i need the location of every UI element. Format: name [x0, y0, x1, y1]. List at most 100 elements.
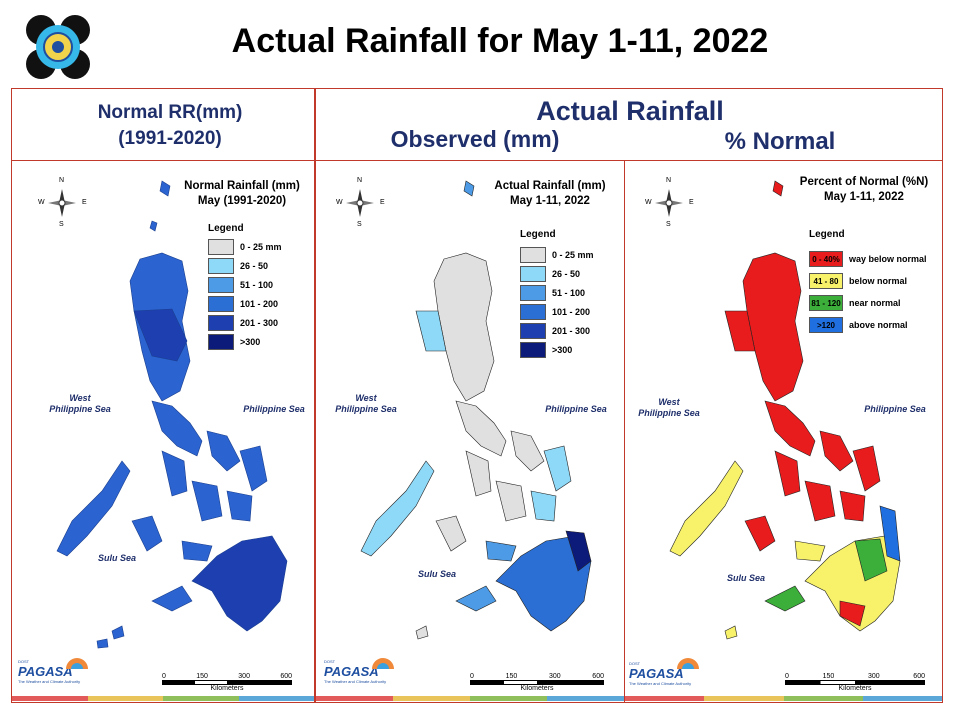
legend-swatch [520, 285, 546, 301]
compass-n: N [666, 177, 672, 184]
compass-e: E [380, 199, 385, 206]
legend-label: 101 - 200 [240, 299, 279, 309]
sea-west-line1: West [658, 397, 680, 407]
map-title-line2: May (1991-2020) [197, 195, 287, 207]
compass-icon [48, 189, 76, 217]
sea-west-line2: Philippine Sea [49, 404, 111, 414]
sea-label-philippine: Philippine Sea [545, 404, 607, 414]
legend-label: 0 - 25 mm [240, 242, 282, 252]
scale-unit: Kilometers [838, 685, 872, 692]
legend-label: near normal [849, 298, 901, 308]
legend-item: 26 - 50 [520, 266, 580, 282]
legend-title: Legend [208, 223, 244, 234]
map-title-line2: May 1-11, 2022 [824, 191, 904, 203]
legend-label: below normal [849, 276, 908, 286]
legend-item: 101 - 200 [208, 296, 278, 312]
sea-label-sulu: Sulu Sea [97, 553, 136, 563]
legend-label: >300 [240, 337, 261, 347]
legend-item: 51 - 100 [208, 277, 273, 293]
philippines-map-normal [56, 180, 288, 649]
header-normal-line1: Normal RR(mm) [97, 102, 243, 123]
scale-tick: 0 [162, 673, 166, 680]
legend-item: 41 - 80 below normal [809, 273, 907, 289]
legend-swatch [520, 266, 546, 282]
scale-bar: 0 150 300 600 Kilometers [470, 673, 604, 692]
sea-label-philippine: Philippine Sea [864, 404, 926, 414]
legend-swatch: 41 - 80 [809, 273, 843, 289]
page-title: Actual Rainfall for May 1-11, 2022 [231, 22, 769, 60]
sea-west-line2: Philippine Sea [638, 408, 700, 418]
legend-item: 101 - 200 [520, 304, 590, 320]
pagasa-brand: DOST PAGASA The Weather and Climate Auth… [629, 661, 691, 686]
brand-tagline: The Weather and Climate Authority [629, 681, 692, 686]
map-title-line1: Actual Rainfall (mm) [494, 180, 606, 192]
legend-swatch: >120 [809, 317, 843, 333]
philippines-map-actual [360, 180, 592, 640]
panel-percent: N S W E Percent of Normal (%N) May 1-11,… [625, 161, 942, 702]
legend-swatch [520, 247, 546, 263]
panel-actual: N S W E Actual Rainfall (mm) May 1-11, 2… [316, 161, 624, 702]
pagasa-logo [26, 15, 90, 79]
brand-tagline: The Weather and Climate Authority [324, 679, 387, 684]
scale-tick: 300 [238, 673, 250, 680]
legend-title: Legend [809, 229, 845, 240]
panel-frame-percent [624, 160, 943, 703]
color-stripe [12, 696, 314, 701]
color-stripe [316, 696, 624, 701]
legend-swatch [208, 334, 234, 350]
legend-swatch [520, 304, 546, 320]
sea-label-sulu: Sulu Sea [726, 573, 765, 583]
sea-label-west: West Philippine Sea [40, 393, 120, 415]
compass-e: E [82, 199, 87, 206]
header-normal: Normal RR(mm) (1991-2020) [20, 100, 320, 152]
map-title-actual: Actual Rainfall (mm) May 1-11, 2022 [480, 179, 620, 209]
legend-item: >300 [208, 334, 260, 350]
brand-dost: DOST [629, 661, 641, 666]
scale-bar: 0 150 300 600 Kilometers [162, 673, 292, 692]
header-observed: Observed (mm) [390, 126, 560, 152]
scale-tick: 150 [505, 673, 518, 680]
map-title-line2: May 1-11, 2022 [510, 195, 590, 207]
legend-item: >300 [520, 342, 572, 358]
header-actual: Actual Rainfall [536, 96, 724, 126]
brand-name: PAGASA [324, 664, 379, 679]
compass-e: E [689, 199, 694, 206]
scale-tick: 300 [867, 673, 880, 680]
legend-swatch [208, 296, 234, 312]
sea-label-philippine: Philippine Sea [243, 404, 305, 414]
compass-w: W [38, 199, 45, 206]
legend-item: 201 - 300 [208, 315, 278, 331]
legend-item: 0 - 40% way below normal [809, 251, 927, 267]
scale-unit: Kilometers [520, 685, 554, 692]
legend-label: 201 - 300 [240, 318, 279, 328]
legend-swatch [520, 323, 546, 339]
header-percent: % Normal [724, 128, 836, 155]
legend-label: 26 - 50 [552, 269, 581, 279]
payong-icon [66, 658, 88, 669]
legend-label: way below normal [849, 254, 927, 264]
sea-west-line1: West [69, 393, 91, 403]
legend-item: 0 - 25 mm [520, 247, 594, 263]
compass-s: S [666, 221, 671, 228]
scale-tick: 150 [822, 673, 835, 680]
legend-label: 51 - 100 [552, 288, 586, 298]
payong-icon [372, 658, 394, 669]
brand-dost: DOST [324, 659, 336, 664]
legend-label: >300 [552, 345, 573, 355]
payong-icon [677, 658, 699, 669]
scale-unit: Kilometers [210, 685, 244, 692]
pagasa-brand: DOST PAGASA The Weather and Climate Auth… [18, 659, 80, 684]
map-title-line1: Normal Rainfall (mm) [184, 180, 300, 192]
compass-n: N [357, 177, 363, 184]
brand-dost: DOST [18, 659, 30, 664]
legend-swatch: 81 - 120 [809, 295, 843, 311]
scale-tick: 150 [196, 673, 208, 680]
header-normal-line2: (1991-2020) [118, 128, 222, 149]
legend-swatch [208, 277, 234, 293]
compass-icon [655, 189, 683, 217]
scale-tick: 600 [280, 673, 292, 680]
scale-bar: 0 150 300 600 Kilometers [785, 673, 925, 692]
compass-s: S [357, 221, 362, 228]
sea-west-line1: West [355, 393, 377, 403]
pagasa-brand: DOST PAGASA The Weather and Climate Auth… [324, 659, 386, 684]
